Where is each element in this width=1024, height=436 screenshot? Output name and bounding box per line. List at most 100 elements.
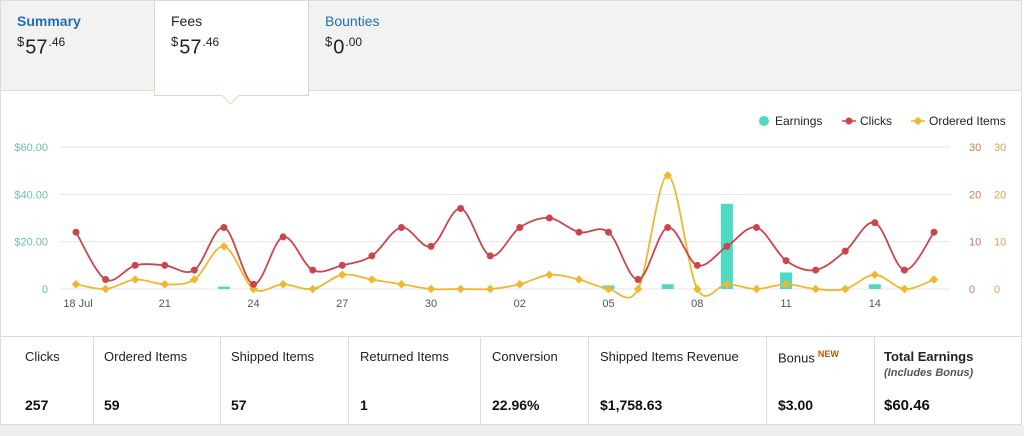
clicks-line [75,207,935,286]
stat-bonus-label: Bonus [778,350,815,366]
ordered-items-point [633,284,643,294]
ordered-items-point [515,280,525,289]
currency-symbol: $ [171,34,179,49]
ordered-items-point [840,284,850,294]
tab-bounties-amount: $0.00 [325,34,469,60]
chart-lines [71,171,939,299]
legend-earnings-label[interactable]: Earnings [775,114,822,128]
stat-clicks: Clicks 257 [1,337,94,425]
stat-value: 59 [104,397,120,413]
tab-bounties-label: Bounties [325,13,380,29]
stat-label: Clicks [25,349,60,364]
x-tick-label: 11 [780,298,791,310]
stat-value: 57 [231,397,247,413]
stat-sublabel: (Includes Bonus) [884,367,974,379]
amount-cents: .00 [345,35,363,49]
amount-cents: .46 [202,35,220,49]
stat-total-earnings: Total Earnings (Includes Bonus) $60.46 [875,337,1021,425]
clicks-point [634,276,642,284]
ordered-items-point [308,284,317,294]
x-tick-label: 05 [602,298,614,310]
ordered-items-point [574,275,584,284]
stat-value: $3.00 [778,397,814,413]
stat-value: $1,758.63 [600,397,663,413]
ordered-items-point [278,280,288,289]
clicks-point [131,261,139,269]
earnings-bar [661,284,674,289]
stat-label: Shipped Items [231,349,315,364]
clicks-point [102,276,110,284]
legend-ordered-label[interactable]: Ordered Items [929,114,1006,128]
amount-cents: .46 [48,35,66,49]
clicks-point [871,219,879,227]
legend-clicks-label[interactable]: Clicks [860,114,892,128]
report-tabs: Summary $57.46 Fees $57.46 Bounties $0.0… [1,1,1021,96]
y-right-tick-label: 0 [994,284,1000,296]
y-left-tick-label: $40.00 [14,189,48,201]
clicks-point [457,205,465,213]
stat-value: 22.96% [492,397,540,413]
clicks-point [486,252,494,260]
ordered-items-point [367,275,377,284]
earnings-bar [868,284,881,289]
tab-fees[interactable]: Fees $57.46 [154,1,309,96]
amount-whole: 57 [179,36,202,59]
clicks-point [161,261,169,269]
ordered-items-point [545,270,554,280]
x-tick-label: 27 [336,298,348,310]
legend-earnings-swatch [759,116,769,126]
stat-shipped-items: Shipped Items 57 [221,337,349,425]
x-tick-label: 21 [159,298,171,310]
x-tick-label: 08 [691,298,703,310]
tab-bounties[interactable]: Bounties $0.00 [309,1,469,90]
earnings-bar [217,286,230,289]
tab-summary-label: Summary [17,13,81,29]
stats-bar: Clicks 257 Ordered Items 59 Shipped Item… [1,336,1021,425]
ordered-items-point [900,284,909,294]
clicks-point [752,223,760,231]
currency-symbol: $ [325,34,333,49]
clicks-point [220,223,228,231]
clicks-point [782,257,790,265]
y-left-tick-label: $20.00 [14,237,48,249]
clicks-point [397,223,405,231]
ordered-items-point [130,275,140,284]
ordered-items-point [693,284,702,294]
ordered-items-point [811,284,820,294]
x-tick-label: 14 [869,298,881,310]
amount-whole: 57 [25,36,48,59]
x-tick-label: 24 [247,298,259,310]
stat-label: Bonus NEW [778,349,874,365]
y-right-tick-label: 20 [994,189,1006,201]
clicks-point [190,266,198,274]
stat-label: Ordered Items [104,349,188,364]
legend-ordered-swatch [913,116,923,126]
ordered-items-point [219,242,229,251]
clicks-point [693,261,701,269]
ordered-items-point [160,280,170,289]
stat-label: Returned Items [360,349,449,364]
new-badge: NEW [817,349,839,359]
tab-summary[interactable]: Summary $57.46 [1,1,154,90]
stat-label: Conversion [492,349,558,364]
ordered-items-point [870,270,880,280]
clicks-point [279,233,287,241]
y-right-tick-label: 20 [969,189,981,201]
stat-value: $60.46 [884,397,930,414]
y-right-tick-label: 30 [994,142,1006,154]
clicks-point [723,242,731,250]
ordered-items-point [456,284,465,294]
clicks-point [545,214,553,222]
clicks-point [427,242,435,250]
tab-fees-label: Fees [171,13,203,29]
clicks-point [72,228,80,236]
ordered-items-point [426,284,436,294]
y-right-tick-label: 10 [969,237,981,249]
stat-conversion: Conversion 22.96% [481,337,589,425]
ordered-items-point [752,284,761,294]
ordered-items-point [190,275,199,284]
chart-ticks: $60.00 $40.00 $20.00 0 30 30 20 20 10 10 0 0 18 Jul 2… [14,142,1006,310]
y-left-tick-label: $60.00 [14,142,48,154]
ordered-items-point [929,275,939,284]
y-right-tick-label: 30 [969,142,981,154]
